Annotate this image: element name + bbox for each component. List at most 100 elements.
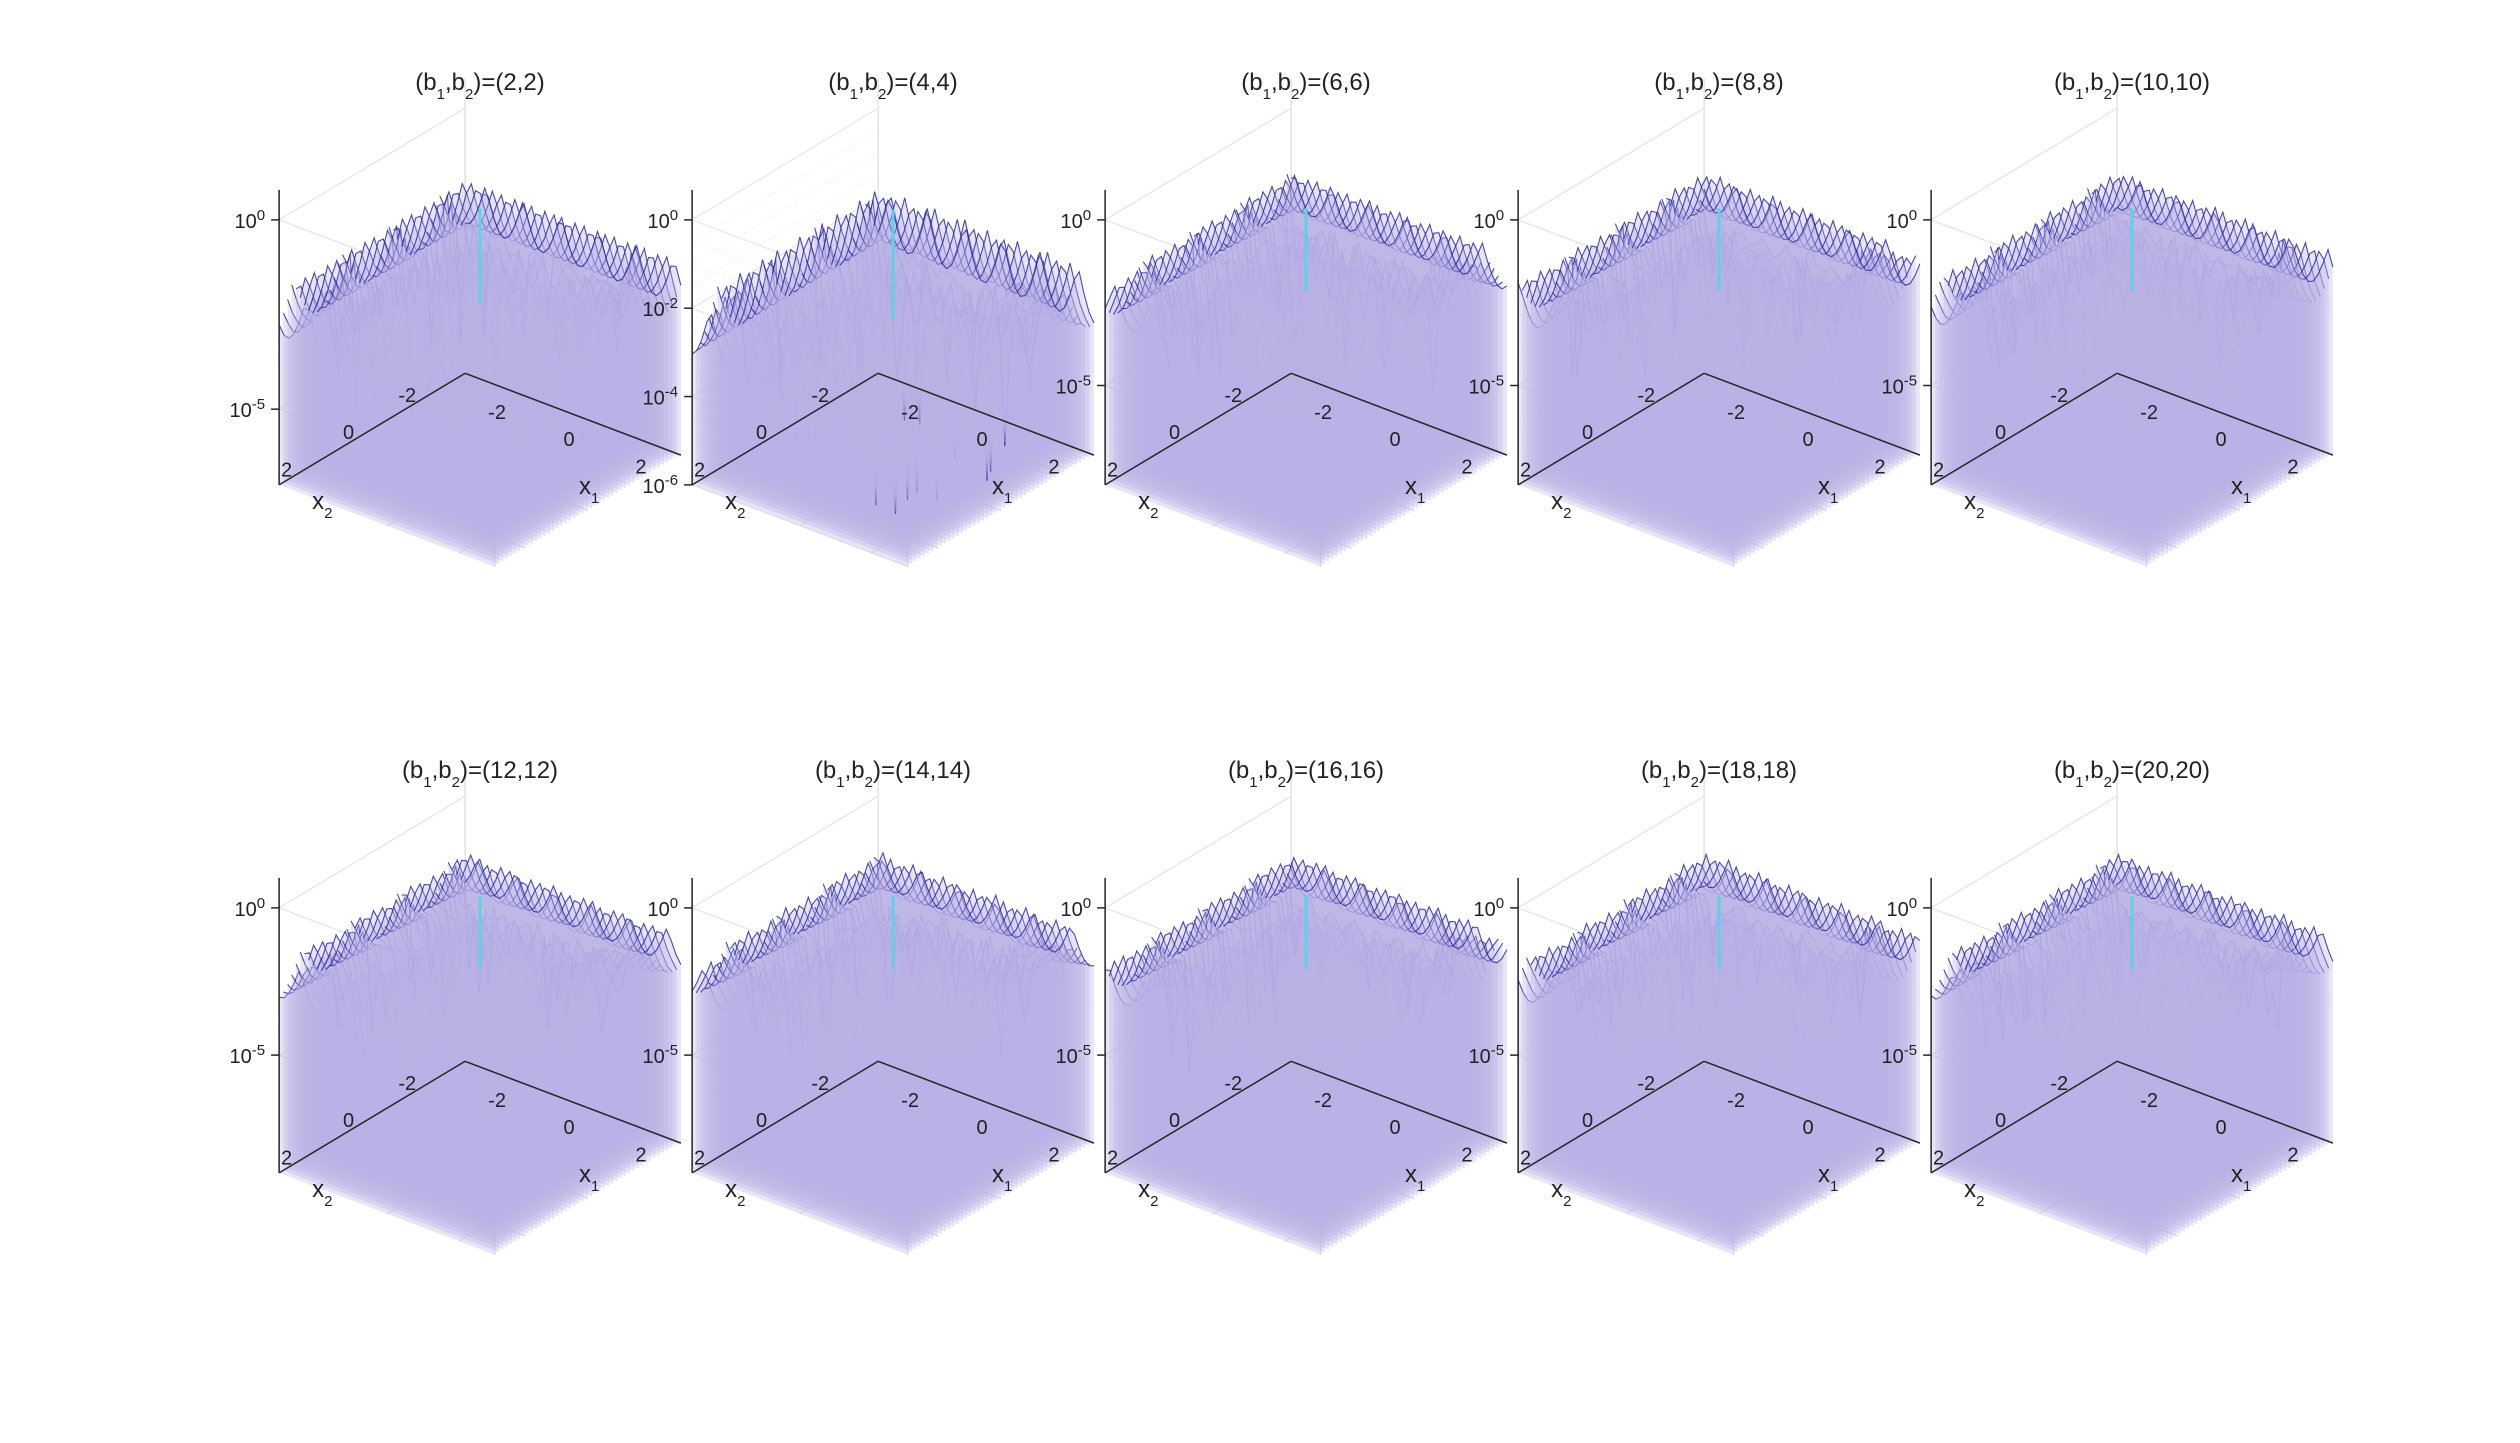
surface-strip [797,898,1014,1192]
x2-axis-label: x2 [725,488,745,521]
z-tick-exponent: 0 [1909,894,1917,911]
surface-strip [869,860,1086,1149]
title-part: (b [1654,69,1675,96]
title-part: (b [2054,69,2075,96]
surface-strip [1269,864,1486,1156]
surface-mesh-line [1572,932,1790,1098]
surface-strip [1219,210,1436,499]
z-tick-label: 10-6 [643,471,679,498]
x1-tick-text: -2 [1314,402,1332,424]
z-tick-label: 10-5 [1056,372,1092,399]
surface-strip [721,953,938,1237]
x2-tick-label: 0 [343,422,354,444]
surface-mesh-line [1282,180,1499,285]
x1-tick-text: 0 [976,1117,987,1139]
title-subscript: 2 [452,774,460,791]
surface-mesh-line [1682,863,1900,981]
surface-strip [861,200,1077,466]
title-part: ,b [432,757,452,784]
z-tick-label: 10-5 [1469,372,1505,399]
surface-strip [1274,857,1490,1154]
z-tick-label: 100 [235,894,266,921]
surface-mesh-line [1699,861,1917,959]
surface-strip [823,227,1039,489]
surface-mesh-line [422,872,640,1005]
x2-tick-label: -2 [811,1073,829,1095]
x1-tick-text: -2 [1727,402,1745,424]
x2-tick-text: 0 [756,1110,767,1132]
surface-strip [785,236,1001,511]
x2-tick-label: 0 [1995,1110,2006,1132]
panel-title: (b1,b2)=(2,2) [415,69,544,103]
title-subscript: 2 [878,86,886,103]
surface-strip [2028,228,2245,509]
z-tick-label: 100 [648,206,679,233]
surface-mesh-line [2095,864,2312,974]
surface-strip [1939,281,2156,562]
surface-strip [431,865,648,1164]
x2-axis-label: x2 [1551,1176,1571,1210]
x2-tick-label: 2 [1107,459,1118,481]
surface-strip [1990,937,2207,1220]
x2-label-base: x [725,488,737,515]
x2-tick-text: -2 [811,385,829,407]
x1-label-base: x [1405,473,1417,500]
surface-strip [1151,937,1368,1227]
surface-strip [2028,903,2245,1197]
x1-tick-label: 2 [1461,456,1472,478]
surface-strip [1189,232,1406,516]
surface-mesh-line [1960,946,2177,1119]
surface-strip [1227,212,1444,494]
surface-mesh-line [747,259,964,457]
x2-axis-label: x2 [1964,488,1984,521]
surface-strip [878,200,1094,456]
x1-tick-text: 2 [1461,1144,1472,1166]
x1-label-subscript: 1 [1417,1178,1425,1195]
surface-strip [350,251,567,524]
surface-strip [1185,914,1402,1207]
surface-strip [1632,211,1849,499]
panel-title: (b1,b2)=(16,16) [1228,757,1384,791]
title-part: ,b [1671,757,1691,784]
surface-strip [1943,963,2160,1248]
x1-tick-label: -2 [1314,1090,1332,1112]
title-part: )=(8,8) [1712,69,1783,96]
x1-label-base: x [1405,1161,1417,1188]
x2-tick-label: -2 [1224,385,1242,407]
surface-strip [342,254,559,529]
surface-mesh-line [1252,872,1470,1038]
z-tick-base: 10 [1474,899,1496,921]
surface-mesh-line [696,308,913,421]
surface-strip [2053,888,2270,1182]
surface-strip [1602,911,1819,1204]
surface-mesh-line [1686,862,1904,977]
z-tick-base: 10 [1056,377,1078,399]
surface-strip [380,238,597,506]
surface-mesh-line [1142,261,1360,440]
surface-mesh-line [852,862,1070,1024]
surface-strip [1105,969,1321,1255]
x1-tick-text: -2 [488,402,506,424]
surface-strip [376,900,593,1197]
panel-title: (b1,b2)=(8,8) [1654,69,1783,103]
x2-tick-text: 2 [694,1147,705,1169]
z-tick-label: 10-2 [643,295,679,322]
x1-tick-label: -2 [1727,402,1745,424]
x1-tick-label: -2 [901,402,919,424]
x1-tick-text: -2 [2140,402,2158,424]
x1-tick-text: 2 [635,456,646,478]
title-subscript: 1 [437,86,445,103]
z-tick-label: 100 [1061,206,1092,233]
x1-tick-text: 0 [563,1117,574,1139]
x2-tick-text: 2 [1107,1147,1118,1169]
z-tick-exponent: -6 [665,471,678,488]
surface-strip [1560,270,1777,542]
surface-mesh-line [1648,877,1866,1072]
surface-mesh-line [456,859,673,973]
x2-tick-label: -2 [398,1073,416,1095]
surface-mesh-line [1703,185,1921,286]
surface-mesh-line [1644,886,1862,1032]
surface-strip [2091,189,2308,471]
